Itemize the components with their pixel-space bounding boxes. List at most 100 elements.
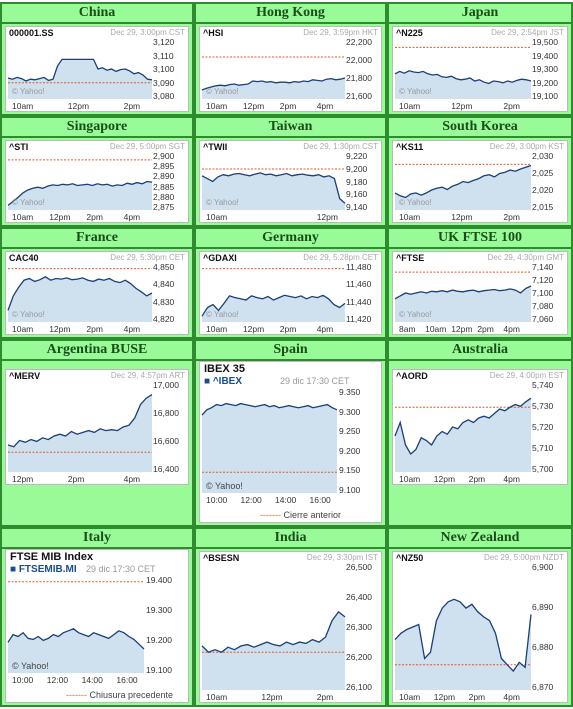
chart-symbol[interactable]: ^HSI: [203, 28, 224, 38]
price-chart[interactable]: [201, 389, 338, 493]
y-axis-label: 9.250: [339, 426, 361, 437]
chart-panel[interactable]: ^KS11 Dec 29, 3:00pm KST 2,030 2,025 2,020 2,…: [392, 140, 568, 223]
price-chart[interactable]: [394, 153, 532, 210]
prev-close-legend-icon: -------: [260, 510, 284, 520]
chart-symbol[interactable]: ^GDAXI: [203, 253, 237, 263]
x-axis-label: 4pm: [503, 324, 520, 334]
price-chart[interactable]: [394, 564, 532, 690]
chart-symbol[interactable]: ^BSESN: [203, 553, 240, 563]
x-axis-label: 12pm: [67, 101, 90, 111]
x-axis-label: 10am: [206, 324, 228, 334]
price-area: [202, 78, 345, 99]
legend-previous-close: ------- Chiusura precedente: [66, 690, 173, 700]
chart-symbol[interactable]: 000001.SS: [9, 28, 54, 38]
price-chart[interactable]: [7, 382, 153, 472]
chart-panel[interactable]: ^BSESN Dec 29, 3:30pm IST 26,500 26,400 26,3…: [199, 551, 382, 703]
y-axis-label: 4,840: [153, 279, 175, 290]
chart-panel[interactable]: ^AORD Dec 29, 4:00pm EST 5,740 5,730 5,720 5,…: [392, 369, 568, 485]
chart-panel[interactable]: 000001.SS Dec 29, 3:00pm CST 3,120 3,110 3,1…: [5, 26, 189, 112]
chart-panel[interactable]: CAC40 Dec 29, 5:30pm CET 4,850 4,840 4,830 4,…: [5, 251, 189, 335]
y-axis-label: 2,875: [153, 202, 175, 212]
chart-symbol[interactable]: ■ ^IBEX: [204, 376, 242, 387]
x-axis-label: 10am: [399, 692, 421, 702]
chart-panel[interactable]: ^NZ50 Dec 29, 5:00pm NZDT 6,900 6,890 6,880 6…: [392, 551, 568, 703]
chart-symbol[interactable]: ^MERV: [9, 371, 41, 381]
y-axis-label: 7,060: [532, 314, 554, 324]
chart-symbol[interactable]: ^NZ50: [396, 553, 424, 563]
price-line: [394, 285, 532, 300]
x-axis-label: 2pm: [503, 212, 520, 222]
x-axis-label: 12:00: [46, 675, 69, 685]
price-chart[interactable]: [201, 564, 346, 690]
price-area: [395, 398, 531, 472]
chart-timestamp: 29 dic 17:30 CET: [280, 376, 350, 386]
price-chart[interactable]: [7, 39, 153, 99]
chart-panel[interactable]: ^STI Dec 29, 5:00pm SGT 2,900 2,895 2,890 2,8…: [5, 140, 189, 223]
yahoo-credit: © Yahoo!: [206, 481, 243, 491]
legend-label: Chiusura precedente: [89, 690, 174, 700]
market-cell: Italy FTSE MIB Index ■ FTSEMIB.MI 29 dic 17…: [0, 527, 194, 707]
x-axis-label: 4pm: [503, 692, 520, 702]
chart-timestamp: Dec 29, 4:57pm ART: [110, 371, 185, 380]
price-chart[interactable]: [201, 264, 346, 322]
y-axis-label: 3,110: [153, 50, 174, 61]
market-title: South Korea: [389, 118, 571, 138]
y-axis-label: 5,740: [532, 380, 554, 390]
chart-panel[interactable]: ^TWII Dec 29, 1:30pm CST 9,220 9,200 9,180 9,…: [199, 140, 382, 223]
chart-timestamp: Dec 29, 2:54pm JST: [491, 28, 564, 37]
market-cell: New Zealand ^NZ50 Dec 29, 5:00pm NZDT 6,900…: [387, 527, 573, 707]
chart-panel[interactable]: IBEX 35 ■ ^IBEX 29 dic 17:30 CET ------- Ci…: [199, 361, 382, 523]
chart-panel[interactable]: ^FTSE Dec 29, 4:30pm GMT 7,140 7,120 7,100 7,…: [392, 251, 568, 335]
x-axis-label: 4pm: [503, 474, 520, 484]
chart-panel[interactable]: FTSE MIB Index ■ FTSEMIB.MI 29 dic 17:30 C…: [5, 549, 189, 703]
price-chart[interactable]: [394, 39, 532, 99]
price-line: [7, 276, 153, 311]
x-axis-label: 10am: [206, 101, 228, 111]
y-axis-label: 9,200: [346, 163, 368, 174]
x-axis-label: 10am: [206, 212, 228, 222]
chart-symbol[interactable]: CAC40: [9, 253, 39, 263]
chart-panel[interactable]: ^N225 Dec 29, 2:54pm JST 19,500 19,400 19,30…: [392, 26, 568, 112]
y-axis-label: 11,460: [346, 279, 372, 290]
chart-symbol[interactable]: ■ FTSEMIB.MI: [10, 564, 77, 575]
market-cell: Hong Kong ^HSI Dec 29, 3:59pm HKT 22,200 22,…: [194, 2, 387, 116]
y-axis-label: 4,850: [153, 262, 175, 272]
price-chart[interactable]: [7, 577, 145, 673]
chart-symbol[interactable]: ^TWII: [203, 142, 228, 152]
x-axis-label: 2pm: [67, 474, 85, 484]
y-axis-label: 11,420: [346, 314, 372, 324]
price-chart[interactable]: [7, 264, 153, 322]
chart-symbol[interactable]: ^N225: [396, 28, 423, 38]
market-cell: France CAC40 Dec 29, 5:30pm CET 4,850 4,840 4…: [0, 227, 194, 339]
y-axis-label: 2,025: [532, 168, 554, 178]
price-chart[interactable]: [7, 153, 153, 210]
chart-symbol[interactable]: ^AORD: [396, 371, 428, 381]
symbol-label: ^IBEX: [212, 376, 243, 387]
prev-close-legend-icon: -------: [66, 690, 90, 700]
chart-timestamp: Dec 29, 5:30pm CET: [110, 253, 185, 262]
y-axis-label: 21,800: [346, 73, 372, 83]
x-axis-label: 8am: [399, 324, 416, 334]
chart-timestamp: Dec 29, 1:30pm CST: [303, 142, 378, 151]
y-axis-label: 7,080: [532, 301, 554, 311]
x-axis-label: 10:00: [206, 495, 228, 505]
chart-panel[interactable]: ^HSI Dec 29, 3:59pm HKT 22,200 22,000 21,800…: [199, 26, 382, 112]
chart-symbol[interactable]: ^STI: [9, 142, 29, 152]
price-area: [8, 59, 152, 99]
x-axis-label: 4pm: [123, 212, 141, 222]
y-axis-label: 22,000: [346, 55, 372, 65]
chart-panel[interactable]: ^GDAXI Dec 29, 5:28pm CET 11,480 11,460 11,4…: [199, 251, 382, 335]
y-axis-label: 26,400: [346, 592, 372, 602]
price-chart[interactable]: [394, 264, 532, 322]
price-chart[interactable]: [201, 39, 346, 99]
price-chart[interactable]: [201, 153, 346, 210]
y-axis-label: 9.150: [339, 465, 361, 476]
y-axis-label: 19.100: [146, 665, 172, 675]
y-axis-label: 6,870: [532, 682, 554, 692]
chart-symbol[interactable]: ^FTSE: [396, 253, 425, 263]
chart-panel[interactable]: ^MERV Dec 29, 4:57pm ART 17,000 16,800 16,60…: [5, 369, 189, 485]
x-axis-label: 4pm: [316, 101, 334, 111]
y-axis-label: 3,090: [153, 77, 175, 88]
chart-symbol[interactable]: ^KS11: [396, 142, 424, 152]
price-chart[interactable]: [394, 382, 532, 472]
